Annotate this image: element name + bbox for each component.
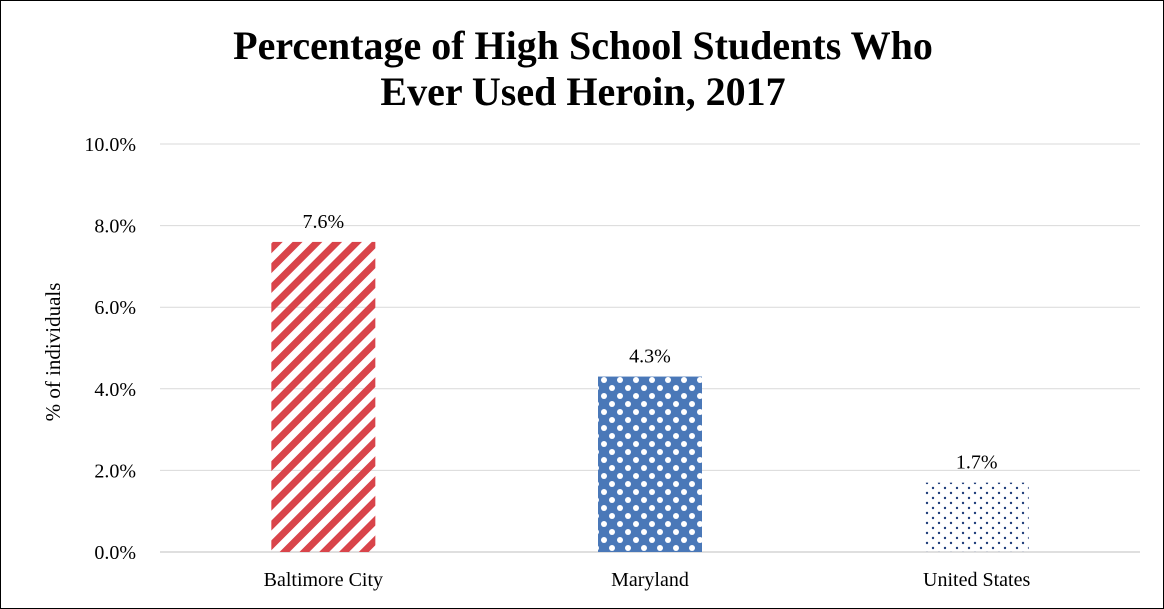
x-axis-categories: Baltimore City Maryland United States — [264, 569, 1031, 591]
y-axis-ticks: 0.0% 2.0% 4.0% 6.0% 8.0% 10.0% — [84, 134, 136, 564]
data-label: 7.6% — [302, 211, 344, 233]
bar-baltimore-city — [271, 241, 376, 553]
y-tick-label: 8.0% — [94, 216, 136, 238]
x-category-label: United States — [923, 569, 1030, 591]
chart-title-line-2: Ever Used Heroin, 2017 — [380, 69, 786, 114]
data-labels: 7.6% 4.3% 1.7% — [302, 211, 997, 474]
chart-title: Percentage of High School Students Who E… — [1, 23, 1164, 115]
y-tick-label: 6.0% — [94, 297, 136, 319]
bars — [271, 241, 1029, 553]
chart-title-line-1: Percentage of High School Students Who — [233, 23, 933, 68]
y-axis-title: % of individuals — [41, 283, 65, 422]
data-label: 1.7% — [956, 452, 998, 474]
data-label: 4.3% — [629, 346, 671, 368]
y-tick-label: 0.0% — [94, 542, 136, 564]
x-category-label: Baltimore City — [264, 569, 383, 591]
bar-maryland — [598, 376, 702, 552]
bar-united-states — [924, 482, 1029, 552]
x-category-label: Maryland — [611, 569, 689, 591]
y-tick-label: 2.0% — [94, 460, 136, 482]
y-tick-label: 10.0% — [84, 134, 136, 156]
y-tick-label: 4.0% — [94, 379, 136, 401]
